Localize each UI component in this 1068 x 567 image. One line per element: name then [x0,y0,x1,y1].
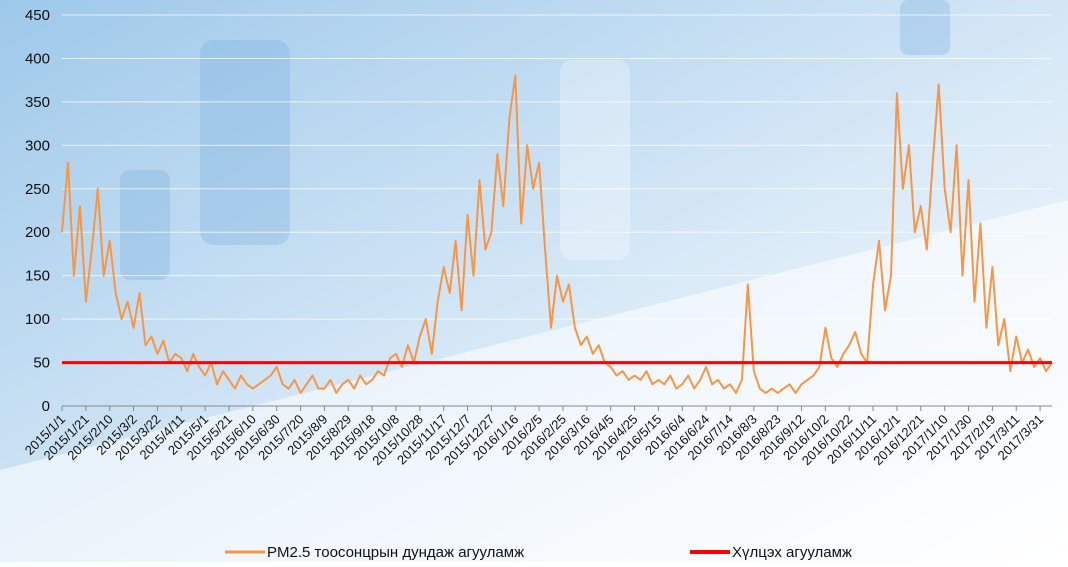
y-tick-label: 400 [25,50,50,67]
y-tick-label: 450 [25,7,50,24]
y-tick-label: 150 [25,268,50,285]
decor [0,200,1068,562]
y-tick-label: 300 [25,137,50,154]
y-tick-label: 0 [42,398,50,415]
y-tick-label: 250 [25,181,50,198]
y-tick-label: 200 [25,224,50,241]
decor [120,170,170,280]
decor [560,60,630,260]
y-tick-label: 100 [25,311,50,328]
data-line [61,74,1053,394]
y-tick-label: 350 [25,94,50,111]
y-tick-label: 50 [33,355,50,372]
legend-label: PM2.5 тоосонцрын дундаж агууламж [267,544,524,561]
decor [200,40,290,245]
legend-label: Хүлцэх агууламж [732,544,852,561]
decor [900,0,950,55]
